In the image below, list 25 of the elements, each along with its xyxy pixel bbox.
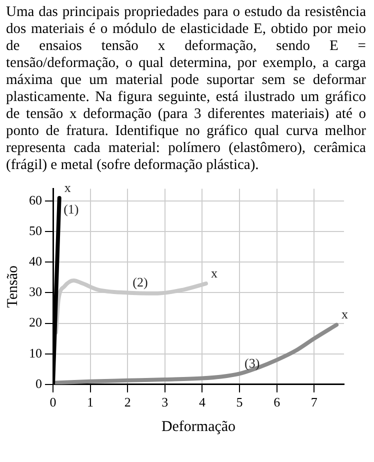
x-tick-label: 5 xyxy=(236,394,243,410)
x-tick-label: 3 xyxy=(162,394,168,410)
x-tick-label: 6 xyxy=(274,394,281,410)
annotation: (1) xyxy=(64,201,79,216)
annotation: (2) xyxy=(132,274,148,290)
x-tick-label: 4 xyxy=(198,394,206,410)
y-axis-title: Tensão xyxy=(4,265,21,308)
y-tick-label: 20 xyxy=(29,314,42,330)
annotation: (3) xyxy=(244,356,260,371)
x-tick-label: 0 xyxy=(50,394,56,410)
x-axis-title: Deformação xyxy=(161,418,236,435)
line-series xyxy=(53,322,339,384)
annotation: x xyxy=(64,180,72,195)
y-tick-label: 10 xyxy=(29,345,42,360)
x-tick-label: 1 xyxy=(87,394,94,410)
y-tick-label: 60 xyxy=(29,192,42,208)
annotation: x xyxy=(342,306,349,322)
annotation: x xyxy=(210,265,218,280)
y-tick-label: 50 xyxy=(29,223,42,238)
y-tick-label: 40 xyxy=(29,254,42,269)
x-tick-label: 7 xyxy=(310,394,318,410)
y-tick-label: 30 xyxy=(29,284,42,300)
y-tick-label: 0 xyxy=(36,376,42,391)
x-tick-label: 2 xyxy=(124,394,131,410)
chart-title: Uma das principais propriedades para o estudo da resistência dos materiais é o módulo de elasticidade E, obtido por meio de ensaios tensão x deformação, sendo E = tensão/deformação, o qual determina, por exemplo, a carga máxima que um material pode suportar sem se deformar plasticamente. Na figura seguinte, está ilustrado um gráfico de tensão x deformação (para 3 diferentes materiais) até o ponto de fratura. Identifique no gráfico qual curva melhor representa cada material: polímero (elastômero), cerâmica (frágil) e metal (sofre deformação plástica). xyxy=(6,4,366,173)
